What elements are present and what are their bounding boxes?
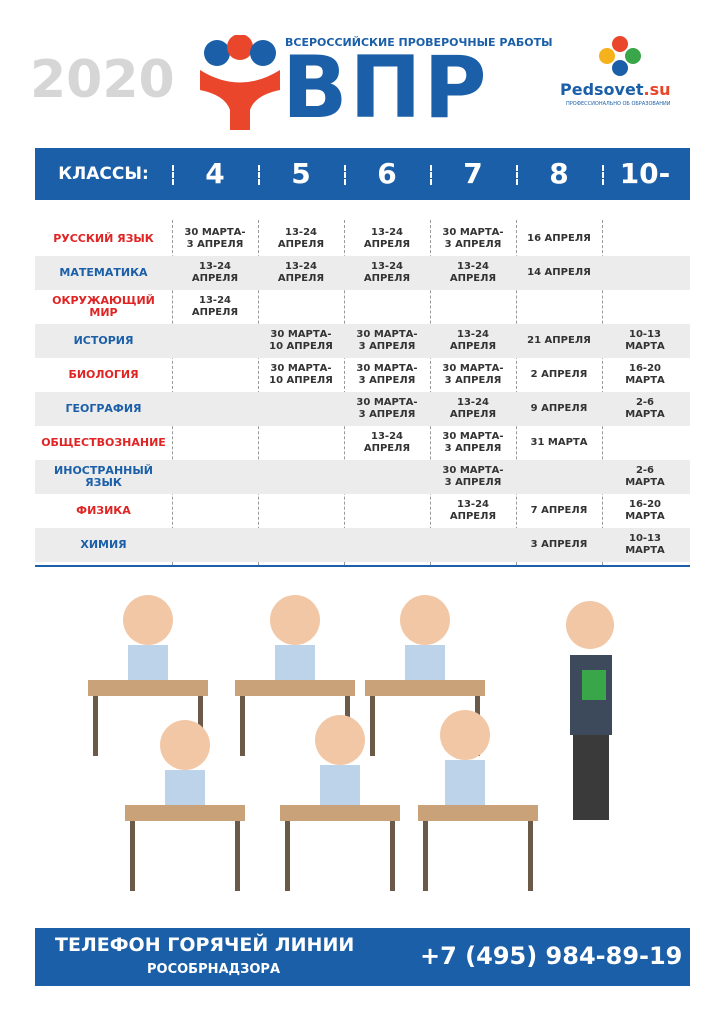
footer-bar: ТЕЛЕФОН ГОРЯЧЕЙ ЛИНИИ РОСОБРНАДЗОРА +7 (… bbox=[35, 928, 690, 986]
phone: +7 (495) 984-89-19 bbox=[420, 942, 683, 970]
grade-divider bbox=[258, 165, 260, 185]
subject: ОКРУЖАЮЩИЙ МИР bbox=[52, 294, 155, 319]
subject: БИОЛОГИЯ bbox=[68, 368, 139, 381]
date-cell: 13-24 АПРЕЛЯ bbox=[191, 295, 239, 318]
logo: ВПР bbox=[282, 38, 489, 138]
date-cell: 16-20 МАРТА bbox=[625, 363, 665, 386]
subject: ИНОСТРАННЫЙ ЯЗЫК bbox=[54, 464, 153, 489]
year: 2020 bbox=[30, 50, 175, 110]
table-row bbox=[35, 392, 690, 426]
date-cell: 13-24 АПРЕЛЯ bbox=[449, 329, 497, 352]
date-cell: 30 МАРТА- 3 АПРЕЛЯ bbox=[356, 363, 418, 386]
hotline: ТЕЛЕФОН ГОРЯЧЕЙ ЛИНИИ bbox=[55, 934, 355, 956]
subject: ИСТОРИЯ bbox=[73, 334, 134, 347]
logo-subtitle: ВСЕРОССИЙСКИЕ ПРОВЕРОЧНЫЕ РАБОТЫ bbox=[285, 36, 553, 49]
partner-tagline: ПРОФЕССИОНАЛЬНО ОБ ОБРАЗОВАНИИ bbox=[566, 101, 671, 107]
grade: 7 bbox=[463, 157, 483, 190]
table-row bbox=[35, 460, 690, 494]
date-cell: 30 МАРТА- 3 АПРЕЛЯ bbox=[442, 227, 504, 250]
date-cell: 13-24 АПРЕЛЯ bbox=[449, 261, 497, 284]
partner-name: Pedsovet.su bbox=[560, 80, 670, 99]
date-cell: 13-24 АПРЕЛЯ bbox=[449, 499, 497, 522]
grade: 4 bbox=[205, 157, 225, 190]
partner-domain: .su bbox=[643, 80, 671, 99]
date-cell: 30 МАРТА- 3 АПРЕЛЯ bbox=[356, 397, 418, 420]
date-cell: 3 АПРЕЛЯ bbox=[530, 539, 588, 550]
date-cell: 2-6 МАРТА bbox=[625, 465, 665, 488]
grade: 10-11 bbox=[619, 157, 671, 242]
grade: 5 bbox=[291, 157, 311, 190]
date-cell: 13-24 АПРЕЛЯ bbox=[449, 397, 497, 420]
logo-icon bbox=[200, 35, 280, 130]
subject: МАТЕМАТИКА bbox=[59, 266, 148, 279]
date-cell: 13-24 АПРЕЛЯ bbox=[277, 261, 325, 284]
grade-divider bbox=[602, 165, 604, 185]
partner-name-main: Pedsovet bbox=[560, 80, 644, 99]
date-cell: 30 МАРТА- 10 АПРЕЛЯ bbox=[269, 329, 333, 352]
table-row bbox=[35, 324, 690, 358]
subject: ОБЩЕСТВОЗНАНИЕ bbox=[41, 436, 166, 449]
agency: РОСОБРНАДЗОРА bbox=[147, 962, 281, 977]
partner-icon bbox=[599, 36, 641, 76]
subject: ФИЗИКА bbox=[76, 504, 131, 517]
grade-divider bbox=[516, 165, 518, 185]
date-cell: 13-24 АПРЕЛЯ bbox=[277, 227, 325, 250]
date-cell: 10-13 МАРТА bbox=[625, 329, 665, 352]
subject: ГЕОГРАФИЯ bbox=[65, 402, 142, 415]
header-label: КЛАССЫ: bbox=[58, 164, 149, 184]
date-cell: 30 МАРТА- 10 АПРЕЛЯ bbox=[269, 363, 333, 386]
date-cell: 2-6 МАРТА bbox=[625, 397, 665, 420]
grade-divider bbox=[172, 165, 174, 185]
date-cell: 16 АПРЕЛЯ bbox=[527, 233, 591, 244]
date-cell: 30 МАРТА- 3 АПРЕЛЯ bbox=[184, 227, 246, 250]
date-cell: 7 АПРЕЛЯ bbox=[530, 505, 588, 516]
date-cell: 9 АПРЕЛЯ bbox=[530, 403, 588, 414]
date-cell: 31 МАРТА bbox=[530, 437, 588, 448]
date-cell: 13-24 АПРЕЛЯ bbox=[191, 261, 239, 284]
date-cell: 10-13 МАРТА bbox=[625, 533, 665, 556]
grade: 8 bbox=[549, 157, 569, 190]
grade-divider bbox=[344, 165, 346, 185]
subject: ХИМИЯ bbox=[80, 538, 127, 551]
table-row bbox=[35, 256, 690, 290]
date-cell: 13-24 АПРЕЛЯ bbox=[363, 261, 411, 284]
date-cell: 13-24 АПРЕЛЯ bbox=[363, 227, 411, 250]
date-cell: 16-20 МАРТА bbox=[625, 499, 665, 522]
date-cell: 30 МАРТА- 3 АПРЕЛЯ bbox=[442, 465, 504, 488]
grade-divider bbox=[430, 165, 432, 185]
date-cell: 2 АПРЕЛЯ bbox=[530, 369, 588, 380]
date-cell: 14 АПРЕЛЯ bbox=[527, 267, 591, 278]
grades-bar bbox=[35, 148, 690, 200]
subject: РУССКИЙ ЯЗЫК bbox=[53, 232, 154, 245]
table-rule bbox=[35, 565, 690, 567]
date-cell: 30 МАРТА- 3 АПРЕЛЯ bbox=[442, 431, 504, 454]
date-cell: 30 МАРТА- 3 АПРЕЛЯ bbox=[356, 329, 418, 352]
date-cell: 30 МАРТА- 3 АПРЕЛЯ bbox=[442, 363, 504, 386]
grade: 6 bbox=[377, 157, 397, 190]
date-cell: 13-24 АПРЕЛЯ bbox=[363, 431, 411, 454]
table-row bbox=[35, 528, 690, 562]
date-cell: 21 АПРЕЛЯ bbox=[527, 335, 591, 346]
classroom-illustration bbox=[88, 595, 614, 891]
